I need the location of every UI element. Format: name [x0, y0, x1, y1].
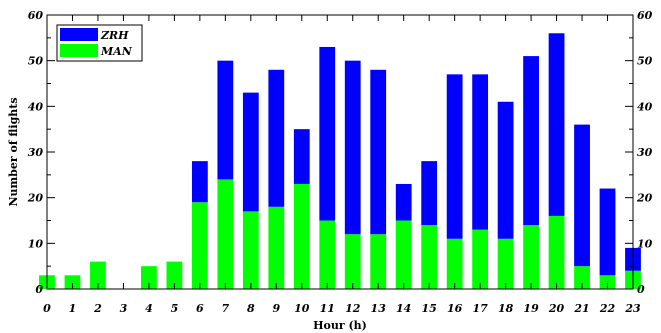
x-tick-label: 6	[196, 302, 204, 315]
x-tick-label: 11	[320, 302, 335, 315]
bar-man-6	[191, 202, 208, 289]
x-tick-label: 3	[120, 302, 128, 315]
x-axis-title: Hour (h)	[313, 319, 367, 332]
bar-zrh-10	[293, 129, 310, 184]
bar-zrh-7	[217, 60, 234, 180]
bar-man-22	[599, 275, 616, 289]
bar-man-13	[370, 234, 387, 289]
x-tick-label: 4	[145, 302, 153, 315]
x-tick-label: 8	[247, 302, 255, 315]
bar-zrh-17	[472, 74, 489, 230]
bar-man-8	[242, 211, 259, 289]
bar-man-19	[523, 225, 539, 289]
bar-zrh-13	[370, 69, 387, 235]
bar-man-16	[446, 238, 463, 289]
bar-man-7	[217, 179, 234, 289]
legend-swatch-zrh	[60, 28, 98, 41]
x-tick-label: 2	[93, 302, 102, 315]
axes-group: 0 1 2 3 4 5 6 7 8 9 10 11 12 13 14 15 16 17 18 19 20 21 22 230 0…	[27, 9, 653, 315]
x-tick-label: 14	[396, 302, 411, 315]
y-tick-label: 20	[27, 192, 44, 205]
x-tick-label: 23	[624, 302, 641, 315]
bar-zrh-8	[242, 92, 259, 212]
x-tick-label: 10	[294, 302, 310, 315]
bar-man-1	[64, 275, 81, 289]
bar-zrh-18	[497, 101, 514, 239]
bar-zrh-14	[395, 183, 412, 221]
legend-label-man: MAN	[100, 45, 133, 58]
y-tick-label: 40	[28, 100, 44, 113]
legend-swatch-man	[60, 44, 98, 57]
x-tick-label: 22	[599, 302, 616, 315]
bar-man-15	[421, 225, 438, 289]
bar-man-4	[141, 266, 157, 289]
bar-man-14	[395, 220, 412, 289]
bar-zrh-12	[344, 60, 361, 235]
y-tick-label-right: 20	[636, 192, 653, 205]
bar-man-2	[90, 261, 106, 289]
x-tick-label: 13	[371, 302, 387, 315]
y-tick-label-right: 60	[637, 9, 653, 22]
x-tick-label: 12	[345, 302, 361, 315]
x-tick-label: 0	[43, 302, 51, 315]
x-tick-label: 9	[272, 302, 280, 315]
bar-man-20	[548, 215, 565, 289]
bar-zrh-6	[191, 161, 208, 203]
x-tick-label: 16	[447, 302, 463, 315]
bar-man-18	[497, 238, 514, 289]
x-tick-label: 18	[498, 302, 514, 315]
x-tick-label: 7	[222, 302, 230, 315]
bar-man-12	[344, 234, 361, 289]
bar-man-17	[472, 229, 489, 289]
y-tick-label: 30	[28, 146, 44, 159]
bar-zrh-9	[268, 69, 285, 207]
bar-zrh-19	[523, 56, 539, 226]
x-tick-label: 19	[523, 302, 539, 315]
bar-man-9	[268, 206, 285, 289]
legend: ZRH MAN	[56, 24, 143, 62]
y-tick-label-right: 10	[637, 237, 653, 250]
y-tick-label-right: 0	[637, 283, 645, 296]
bar-zrh-11	[319, 46, 336, 221]
x-tick-label: 15	[422, 302, 437, 315]
bar-zrh-21	[574, 124, 590, 267]
x-tick-label: 1	[69, 302, 77, 315]
y-tick-label: 10	[28, 237, 44, 250]
bar-zrh-22	[599, 188, 616, 276]
y-tick-label: 60	[28, 9, 44, 22]
bar-man-11	[319, 220, 336, 289]
y-tick-label: 0	[35, 283, 43, 296]
y-tick-label-right: 40	[637, 100, 653, 113]
bars-group	[39, 33, 641, 289]
x-tick-label: 17	[472, 302, 488, 315]
y-tick-label-right: 30	[637, 146, 653, 159]
y-axis-title: Number of flights	[7, 97, 20, 206]
y-tick-label-right: 50	[637, 55, 653, 68]
legend-label-zrh: ZRH	[100, 29, 129, 42]
bar-man-5	[166, 261, 183, 289]
x-tick-label: 5	[171, 302, 179, 315]
y-tick-label: 50	[28, 55, 44, 68]
bar-man-21	[574, 266, 590, 289]
bar-zrh-20	[548, 33, 565, 216]
bar-zrh-16	[446, 74, 463, 239]
bar-zrh-15	[421, 161, 438, 226]
x-tick-label: 21	[573, 302, 589, 315]
bar-man-10	[293, 183, 310, 289]
x-tick-label: 20	[548, 302, 565, 315]
